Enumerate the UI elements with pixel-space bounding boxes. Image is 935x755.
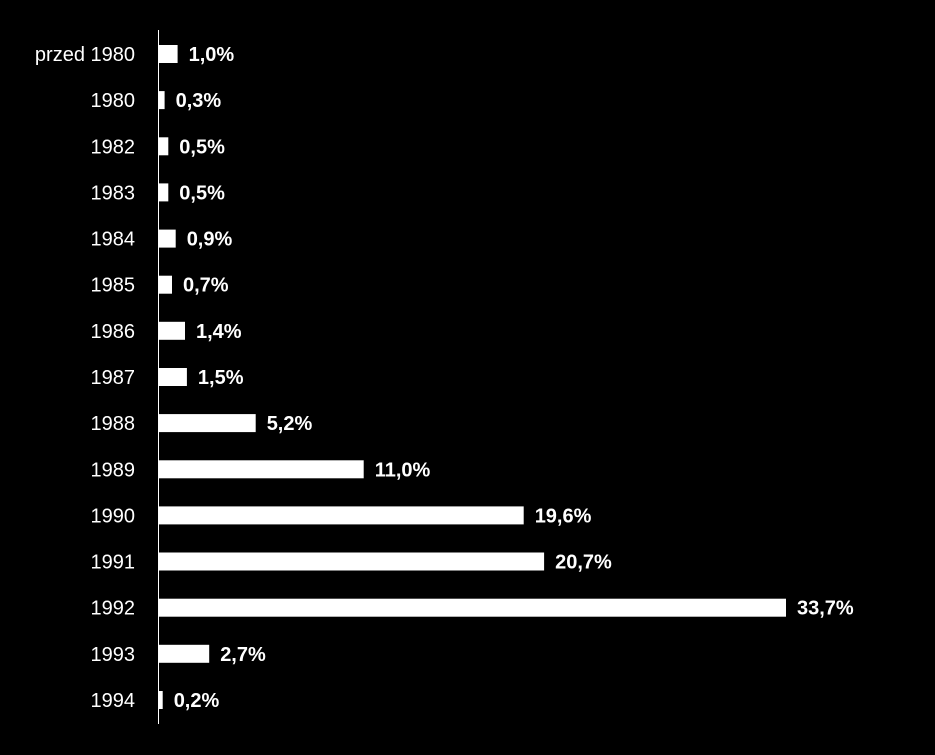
value-label: 0,5% xyxy=(179,136,225,158)
bar-1989 xyxy=(159,460,364,479)
value-label: 33,7% xyxy=(797,598,854,620)
category-labels-group: przed 1980 1980 1982 1983 1984 1985 1986 1987 19… xyxy=(35,44,135,712)
bars-group xyxy=(159,45,786,709)
category-label: przed 1980 xyxy=(35,44,135,66)
category-label: 1983 xyxy=(91,182,136,204)
value-label: 0,7% xyxy=(183,275,229,297)
category-label: 1988 xyxy=(91,413,136,435)
bar-przed-1980 xyxy=(159,45,178,63)
bar-1985 xyxy=(159,275,172,294)
category-label: 1987 xyxy=(91,367,136,389)
bar-1980 xyxy=(159,91,165,110)
value-label: 1,5% xyxy=(198,367,244,389)
category-label: 1993 xyxy=(91,644,136,666)
value-label: 5,2% xyxy=(267,413,313,435)
value-label: 20,7% xyxy=(555,552,612,574)
category-label: 1990 xyxy=(91,505,136,527)
bar-1994 xyxy=(159,691,163,709)
category-label: 1980 xyxy=(91,90,136,112)
value-label: 0,9% xyxy=(187,229,233,251)
bar-1988 xyxy=(159,414,256,433)
value-label: 0,5% xyxy=(179,182,225,204)
category-label: 1982 xyxy=(91,136,136,158)
category-label: 1989 xyxy=(91,459,136,481)
value-label: 1,4% xyxy=(196,321,242,343)
value-label: 0,2% xyxy=(174,690,220,712)
value-label: 2,7% xyxy=(220,644,266,666)
value-label: 0,3% xyxy=(176,90,222,112)
bar-1984 xyxy=(159,229,176,248)
bar-1983 xyxy=(159,183,169,202)
bar-1987 xyxy=(159,368,187,386)
bar-1982 xyxy=(159,137,169,156)
category-label: 1986 xyxy=(91,321,136,343)
bar-1991 xyxy=(159,552,545,571)
category-label: 1984 xyxy=(91,229,136,251)
value-label: 19,6% xyxy=(535,505,592,527)
bar-1992 xyxy=(159,598,786,617)
category-label: 1985 xyxy=(91,275,136,297)
value-labels-group: 1,0% 0,3% 0,5% 0,5% 0,9% 0,7% 1,4% 1,5% 5,2% 11,0… xyxy=(174,44,854,712)
bar-1990 xyxy=(159,506,524,525)
category-label: 1991 xyxy=(91,552,136,574)
bar-1993 xyxy=(159,644,210,663)
value-label: 11,0% xyxy=(375,459,431,481)
bar-1986 xyxy=(159,321,185,340)
category-label: 1994 xyxy=(91,690,136,712)
value-label: 1,0% xyxy=(189,44,235,66)
category-label: 1992 xyxy=(91,598,136,620)
